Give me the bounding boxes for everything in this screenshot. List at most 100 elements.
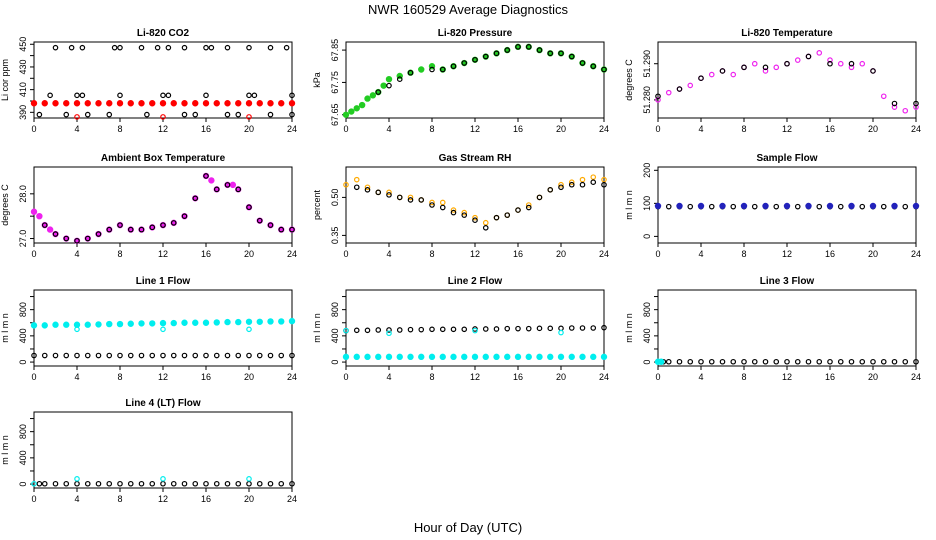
data-point [848,358,855,365]
data-point [117,480,123,487]
y-tick-label: 800 [330,302,340,317]
data-point [428,353,436,361]
panel-ylabel: degrees C [624,59,634,101]
data-point [870,68,876,74]
x-tick-label: 12 [782,124,792,134]
data-point [267,100,274,107]
x-tick-label: 20 [244,249,254,259]
x-tick-label: 20 [244,124,254,134]
data-point [95,352,102,359]
data-point [579,176,586,183]
x-tick-label: 0 [655,372,660,382]
data-point [558,181,564,188]
data-point [159,100,167,107]
data-point [783,202,791,210]
data-point [170,220,177,226]
panels-group: Li-820 CO2 Li cor ppm 0 4 8 12 16 20 24 390 410 430… [0,28,921,504]
data-point [46,226,54,233]
data-point [913,358,919,365]
data-point [256,100,263,107]
data-point [439,199,446,206]
data-point [429,202,435,208]
data-point [116,100,124,107]
data-point [461,212,468,218]
series-3 [36,111,295,118]
data-point [557,353,565,361]
y-tick-label: 51.290 [642,50,652,78]
data-point [525,202,532,208]
data-point [224,318,231,326]
data-point [902,107,909,114]
data-point [364,187,371,193]
data-point [482,225,489,231]
data-point [208,177,215,184]
data-point [375,89,382,95]
data-point [138,44,145,51]
data-point [375,327,382,333]
x-tick-label: 20 [868,249,878,259]
y-tick-label: 800 [642,302,652,317]
data-point [482,326,489,332]
x-tick-label: 12 [158,249,168,259]
data-point [558,184,564,191]
panel-ylabel: degrees C [0,184,10,226]
data-point [235,111,242,118]
data-point [536,194,543,201]
panel-ylabel: kPa [312,72,322,88]
x-tick-label: 20 [244,494,254,504]
data-point [353,353,360,361]
data-point [515,325,521,332]
x-tick-label: 12 [782,249,792,259]
data-point [482,53,489,60]
data-point [386,189,392,196]
panel-frame [657,289,917,367]
data-point [84,480,91,487]
data-point [913,104,919,110]
x-tick-label: 20 [868,124,878,134]
x-tick-label: 12 [470,249,480,259]
data-point [902,203,909,210]
data-point [74,480,80,487]
x-tick-label: 4 [386,124,391,134]
data-point [203,352,209,359]
data-point [208,44,215,51]
data-point [203,92,209,99]
data-point [95,231,102,237]
data-point [418,66,425,73]
series-1 [52,44,290,51]
data-point [525,44,532,50]
data-point [450,209,457,216]
panel-3: Ambient Box Temperature degrees C 0 4 8 12 16 2… [0,153,297,259]
series-1 [655,53,919,107]
data-point [880,358,887,365]
panel-title: Line 2 Flow [448,276,503,287]
data-point [149,480,156,487]
data-point [181,100,188,107]
y-tick-label: 28.0 [18,185,28,203]
data-point [106,111,113,118]
panel-8: Line 3 Flow m l m n 0 4 8 12 16 20 24 0 400 800 [624,276,921,382]
data-point [144,111,150,118]
data-point [165,92,172,99]
data-point [773,64,780,71]
data-point [859,60,866,67]
data-point [590,325,597,331]
data-point [246,352,252,359]
data-point [246,92,252,99]
x-tick-label: 16 [825,124,835,134]
data-point [472,217,478,224]
data-point [579,60,586,66]
y-tick-label: 0 [18,482,28,487]
data-point [601,176,607,183]
x-tick-label: 20 [556,372,566,382]
y-tick-label: 400 [18,328,28,343]
y-tick-label: 67.75 [330,71,340,94]
data-point [170,319,177,327]
x-tick-label: 16 [201,372,211,382]
panel-title: Line 4 (LT) Flow [125,398,201,409]
data-point [160,476,166,482]
data-point [117,222,123,228]
data-point [676,202,683,210]
data-point [30,208,38,215]
